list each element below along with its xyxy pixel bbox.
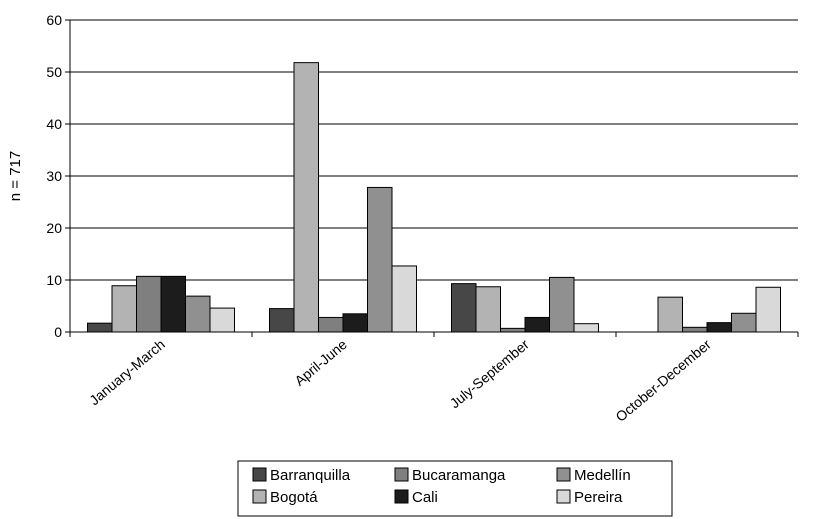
bar bbox=[573, 323, 599, 333]
legend-swatch bbox=[394, 489, 409, 504]
bar bbox=[706, 322, 732, 333]
bar bbox=[475, 286, 501, 333]
y-tick-label: 50 bbox=[46, 64, 62, 80]
bars bbox=[87, 62, 781, 333]
bar bbox=[524, 316, 550, 333]
y-tick-label: 0 bbox=[54, 324, 62, 340]
x-tick-label: July-September bbox=[447, 336, 533, 411]
legend-box bbox=[237, 460, 673, 517]
x-tick-label: October-December bbox=[612, 336, 714, 425]
bar bbox=[209, 307, 235, 333]
bar bbox=[500, 327, 526, 333]
bar bbox=[657, 296, 683, 333]
bar bbox=[367, 186, 393, 333]
bar bbox=[549, 276, 575, 333]
y-tick-label: 40 bbox=[46, 116, 62, 132]
legend-label: Barranquilla bbox=[270, 467, 351, 484]
bar bbox=[451, 283, 477, 333]
y-axis-title: n = 717 bbox=[7, 151, 24, 201]
legend-label: Cali bbox=[412, 489, 438, 506]
bar bbox=[391, 265, 417, 333]
legend-label: Pereira bbox=[574, 489, 623, 506]
gridlines bbox=[70, 19, 798, 281]
y-tick-label: 10 bbox=[46, 272, 62, 288]
bar bbox=[318, 316, 344, 333]
bar bbox=[160, 275, 186, 333]
bar bbox=[185, 295, 211, 333]
x-tick-label: April-June bbox=[291, 336, 350, 389]
y-tick-label: 60 bbox=[46, 12, 62, 28]
bar bbox=[682, 326, 708, 333]
y-tick-label: 20 bbox=[46, 220, 62, 236]
y-tick-labels: 0 10 20 30 40 50 60 bbox=[46, 12, 70, 340]
x-tick-labels: January-March April-June July-September Oct… bbox=[69, 332, 799, 425]
y-tick-label: 30 bbox=[46, 168, 62, 184]
bar bbox=[136, 275, 162, 333]
legend-swatch bbox=[252, 467, 267, 482]
legend-swatch bbox=[556, 467, 571, 482]
legend: Barranquilla Bucaramanga Medellín Bogotá Cal… bbox=[237, 460, 673, 517]
legend-label: Bogotá bbox=[270, 489, 318, 506]
x-tick-label: January-March bbox=[86, 336, 168, 408]
legend-swatch bbox=[394, 467, 409, 482]
bar bbox=[755, 286, 781, 333]
bar bbox=[342, 313, 368, 333]
legend-swatch bbox=[252, 489, 267, 504]
bar bbox=[731, 312, 757, 333]
bar bbox=[293, 62, 319, 333]
legend-label: Bucaramanga bbox=[412, 467, 506, 484]
legend-label: Medellín bbox=[574, 467, 631, 484]
legend-swatch bbox=[556, 489, 571, 504]
bar bbox=[111, 285, 137, 333]
bar bbox=[269, 308, 295, 333]
bar bbox=[87, 322, 113, 333]
